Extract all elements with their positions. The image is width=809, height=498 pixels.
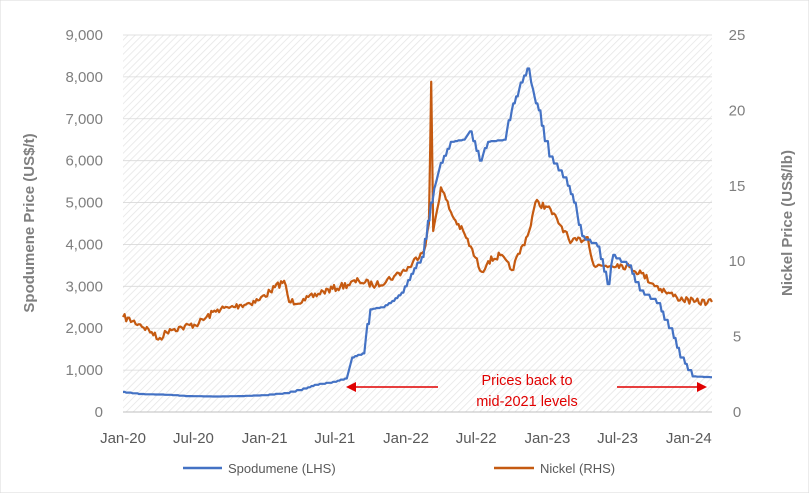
x-tick-label: Jan-22 [383, 430, 429, 447]
x-axis-ticks: Jan-20 Jul-20 Jan-21 Jul-21 Jan-22 Jul-22 Jan-… [100, 430, 712, 447]
annotation: Prices back to mid-2021 levels [346, 373, 707, 410]
x-tick-label: Jul-23 [597, 430, 638, 447]
y2-tick-label: 10 [729, 253, 746, 270]
y-tick-label: 4,000 [65, 236, 103, 253]
y2-tick-label: 0 [733, 404, 741, 421]
x-tick-label: Jul-22 [456, 430, 497, 447]
right-axis-ticks: 0 5 10 15 20 25 [729, 27, 746, 421]
x-tick-label: Jan-23 [524, 430, 570, 447]
y2-tick-label: 5 [733, 329, 741, 346]
y-tick-label: 5,000 [65, 195, 103, 212]
y-tick-label: 2,000 [65, 320, 103, 337]
y-tick-label: 3,000 [65, 278, 103, 295]
y-tick-label: 0 [95, 404, 103, 421]
legend-item-nickel: Nickel (RHS) [494, 461, 615, 476]
y2-tick-label: 15 [729, 178, 746, 195]
legend: Spodumene (LHS) Nickel (RHS) [183, 461, 615, 476]
y-tick-label: 6,000 [65, 153, 103, 170]
x-tick-label: Jan-20 [100, 430, 146, 447]
left-axis-ticks: 0 1,000 2,000 3,000 4,000 5,000 6,000 7,000 8,00… [65, 27, 712, 421]
plot-area [123, 35, 712, 412]
x-tick-label: Jul-20 [173, 430, 214, 447]
series-line-nickel [122, 80, 713, 341]
y2-tick-label: 20 [729, 102, 746, 119]
x-tick-label: Jan-21 [242, 430, 288, 447]
y-tick-label: 7,000 [65, 111, 103, 128]
annotation-text-line2: mid-2021 levels [476, 394, 578, 410]
y2-tick-label: 25 [729, 27, 746, 44]
x-tick-label: Jan-24 [666, 430, 712, 447]
annotation-arrowhead-left [346, 382, 356, 392]
annotation-text-line1: Prices back to [481, 373, 572, 389]
y2-axis-label: Nickel Price (US$/lb) [779, 150, 796, 296]
legend-label-nickel: Nickel (RHS) [540, 461, 615, 476]
y-tick-label: 8,000 [65, 69, 103, 86]
y-axis-label: Spodumene Price (US$/t) [21, 133, 38, 312]
legend-label-spodumene: Spodumene (LHS) [228, 461, 336, 476]
legend-item-spodumene: Spodumene (LHS) [183, 461, 336, 476]
series-line-spodumene [123, 67, 712, 398]
x-tick-label: Jul-21 [314, 430, 355, 447]
y-tick-label: 9,000 [65, 27, 103, 44]
y-tick-label: 1,000 [65, 362, 103, 379]
annotation-arrowhead-right [697, 382, 707, 392]
